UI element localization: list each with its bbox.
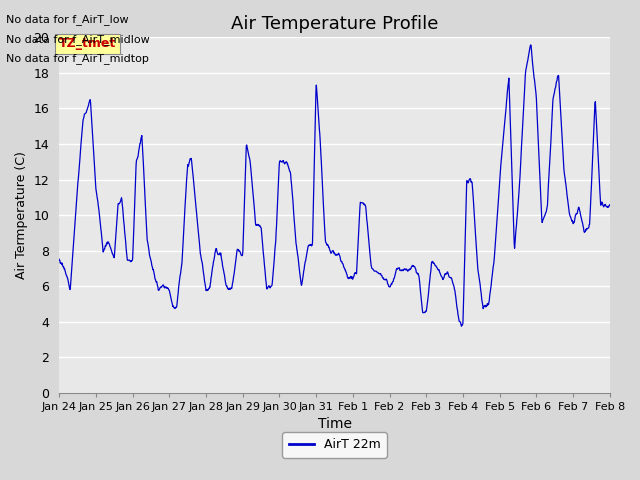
Text: No data for f_AirT_midtop: No data for f_AirT_midtop	[6, 53, 149, 64]
X-axis label: Time: Time	[317, 418, 351, 432]
Text: TZ_tmet: TZ_tmet	[59, 37, 116, 50]
Text: No data for f_AirT_low: No data for f_AirT_low	[6, 14, 129, 25]
Text: No data for f_AirT_midlow: No data for f_AirT_midlow	[6, 34, 150, 45]
Title: Air Temperature Profile: Air Temperature Profile	[231, 15, 438, 33]
Y-axis label: Air Termperature (C): Air Termperature (C)	[15, 151, 28, 279]
Legend: AirT 22m: AirT 22m	[282, 432, 387, 457]
